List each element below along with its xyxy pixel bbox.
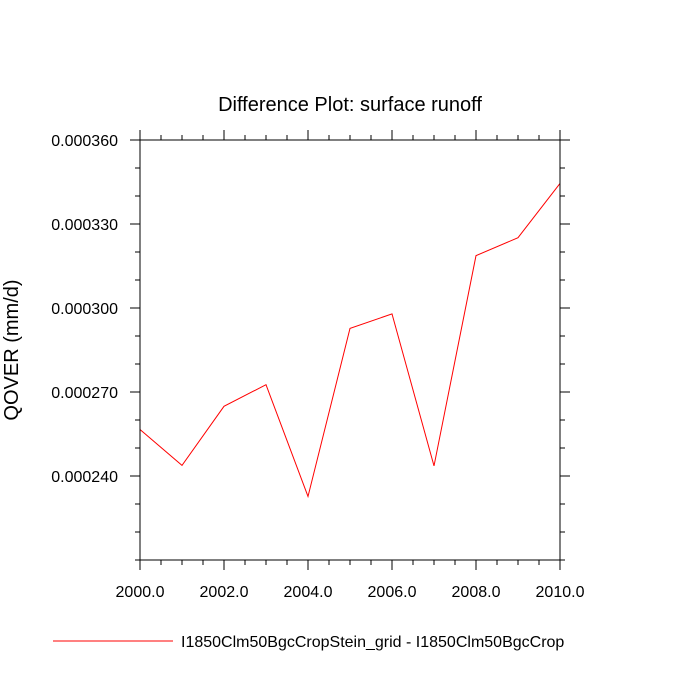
legend-label: I1850Clm50BgcCropStein_grid - I1850Clm50…	[181, 634, 564, 651]
y-tick-label: 0.000270	[51, 385, 118, 402]
tick-labels: 2000.0 2002.0 2004.0 2006.0 2008.0 2010.0 0.00…	[51, 133, 584, 601]
data-point	[391, 313, 392, 314]
series-layer	[139, 183, 561, 499]
data-point	[307, 496, 308, 497]
y-tick-label: 0.000330	[51, 217, 118, 234]
data-point	[349, 328, 350, 329]
series-line	[139, 183, 561, 499]
y-tick-label: 0.000240	[51, 469, 118, 486]
x-tick-label: 2006.0	[368, 584, 417, 601]
chart-title: Difference Plot: surface runoff	[218, 94, 482, 116]
data-point	[517, 237, 518, 238]
x-tick-label: 2004.0	[284, 584, 333, 601]
legend: I1850Clm50BgcCropStein_grid - I1850Clm50…	[53, 634, 564, 651]
x-tick-label: 2010.0	[536, 584, 585, 601]
data-point	[265, 384, 266, 385]
x-tick-label: 2008.0	[452, 584, 501, 601]
data-point	[433, 465, 434, 466]
axis-ticks	[130, 130, 570, 570]
data-point	[475, 255, 476, 256]
y-axis-label: QOVER (mm/d)	[1, 279, 23, 420]
data-point	[181, 465, 182, 466]
y-tick-label: 0.000300	[51, 301, 118, 318]
x-tick-label: 2002.0	[200, 584, 249, 601]
plot-frame	[139, 139, 561, 561]
y-tick-label: 0.000360	[51, 133, 118, 150]
x-tick-label: 2000.0	[116, 584, 165, 601]
data-point	[223, 406, 224, 407]
